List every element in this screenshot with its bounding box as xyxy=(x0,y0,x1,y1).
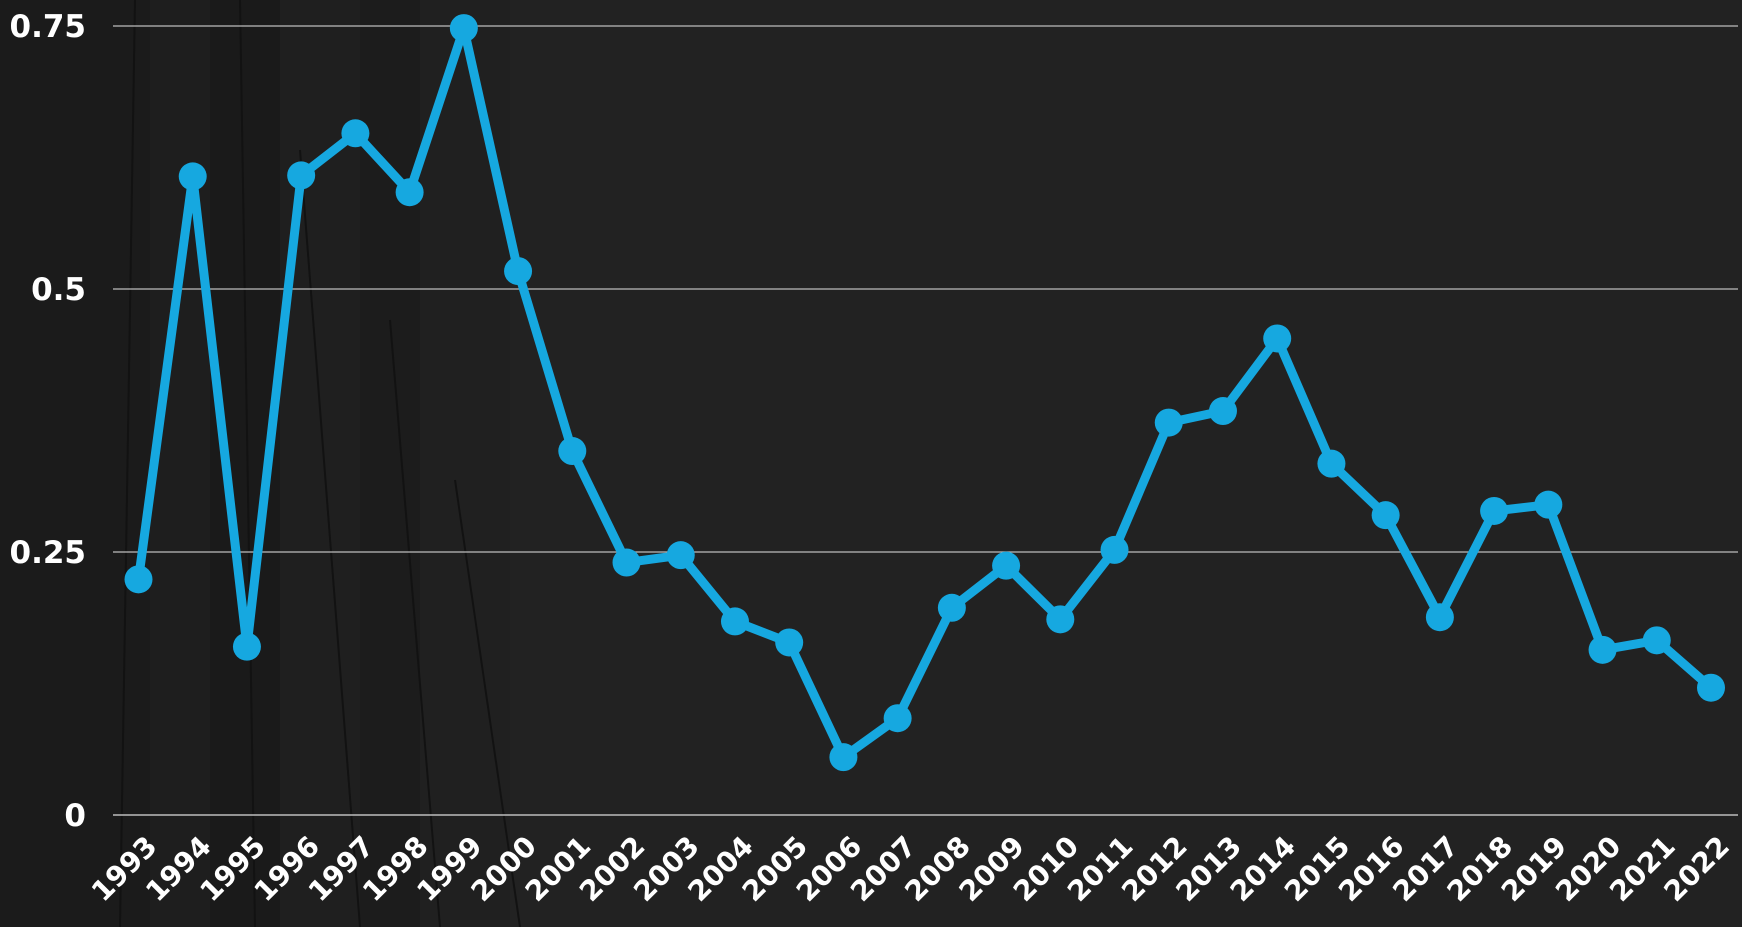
data-point xyxy=(504,257,533,286)
data-point xyxy=(720,607,749,636)
data-point xyxy=(1588,635,1617,664)
data-point xyxy=(612,548,641,577)
data-point xyxy=(1046,605,1075,634)
data-point xyxy=(341,119,370,148)
background-stripe xyxy=(0,0,150,927)
background-stripe xyxy=(280,0,360,927)
data-point xyxy=(883,704,912,733)
data-point xyxy=(937,593,966,622)
data-point xyxy=(178,162,207,191)
background-stripe xyxy=(420,0,510,927)
data-point xyxy=(775,628,804,657)
data-point xyxy=(1642,626,1671,655)
data-point xyxy=(232,632,261,661)
background-line xyxy=(119,0,136,927)
background-line xyxy=(389,319,441,927)
y-axis-ticks: 0 0.25 0.5 0.75 xyxy=(10,9,87,834)
data-point xyxy=(1371,501,1400,530)
data-point xyxy=(1154,408,1183,437)
background-decoration xyxy=(0,0,521,927)
background-stripe xyxy=(150,0,210,927)
data-point xyxy=(558,437,587,466)
background-line xyxy=(239,0,256,927)
data-point xyxy=(1425,603,1454,632)
data-point xyxy=(1317,449,1346,478)
y-tick-label: 0 xyxy=(64,798,86,834)
data-point xyxy=(1208,397,1237,426)
data-point xyxy=(1263,324,1292,353)
data-point xyxy=(287,161,316,190)
background-line xyxy=(454,479,521,927)
data-point xyxy=(829,743,858,772)
series-layer xyxy=(124,14,1725,772)
data-point xyxy=(666,541,695,570)
data-point xyxy=(124,565,153,594)
data-point xyxy=(1534,490,1563,519)
data-point xyxy=(449,14,478,43)
data-point xyxy=(1480,496,1509,525)
background-line xyxy=(299,149,361,927)
y-tick-label: 0.25 xyxy=(10,535,87,571)
y-tick-label: 0.5 xyxy=(31,272,86,308)
data-point xyxy=(992,551,1021,580)
data-point xyxy=(1100,535,1129,564)
data-point xyxy=(1697,673,1725,702)
background-stripe xyxy=(360,0,420,927)
data-point xyxy=(395,178,424,207)
y-tick-label: 0.75 xyxy=(10,9,87,45)
gridlines xyxy=(113,25,1738,816)
